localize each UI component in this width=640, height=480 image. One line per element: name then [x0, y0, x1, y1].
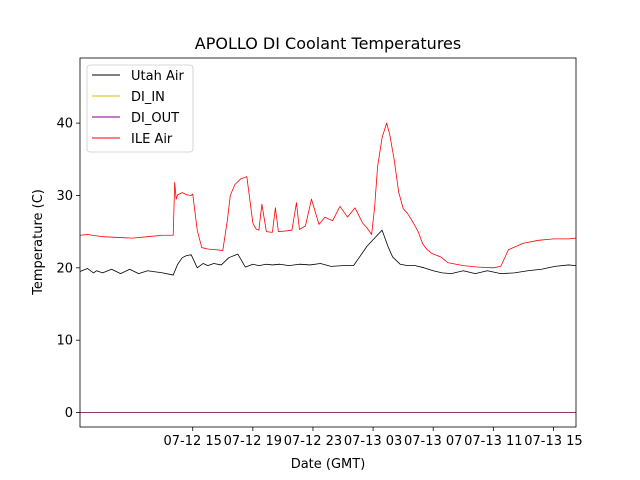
legend-label: ILE Air	[131, 132, 173, 147]
x-axis-label: Date (GMT)	[291, 457, 366, 472]
y-axis-label: Temperature (C)	[31, 189, 46, 296]
legend: Utah Air DI_IN DI_OUT ILE Air	[86, 64, 194, 153]
x-tick-label: 07-13 03	[344, 434, 402, 449]
x-tick-label: 07-12 15	[164, 434, 222, 449]
x-axis: 07-12 15 07-12 19 07-12 23 07-13 03 07-13 07…	[164, 427, 583, 449]
y-axis: 0 10 20 30 40	[56, 117, 80, 421]
legend-label: DI_OUT	[131, 111, 179, 126]
y-tick-label: 20	[56, 261, 73, 276]
y-tick-label: 30	[56, 189, 73, 204]
chart-title: APOLLO DI Coolant Temperatures	[195, 34, 461, 53]
x-tick-label: 07-12 23	[284, 434, 342, 449]
y-tick-label: 40	[56, 117, 73, 132]
x-tick-label: 07-13 07	[404, 434, 462, 449]
series-line-0	[79, 229, 577, 276]
x-tick-label: 07-12 19	[224, 434, 282, 449]
legend-label: Utah Air	[131, 69, 184, 84]
plot-frame	[79, 57, 577, 428]
y-tick-label: 10	[56, 334, 73, 349]
y-tick-label: 0	[65, 406, 73, 421]
series-line-3	[79, 122, 577, 269]
legend-box	[86, 64, 194, 153]
series-layer	[79, 122, 577, 413]
x-tick-label: 07-13 15	[524, 434, 582, 449]
x-tick-label: 07-13 11	[464, 434, 522, 449]
legend-label: DI_IN	[131, 90, 165, 105]
